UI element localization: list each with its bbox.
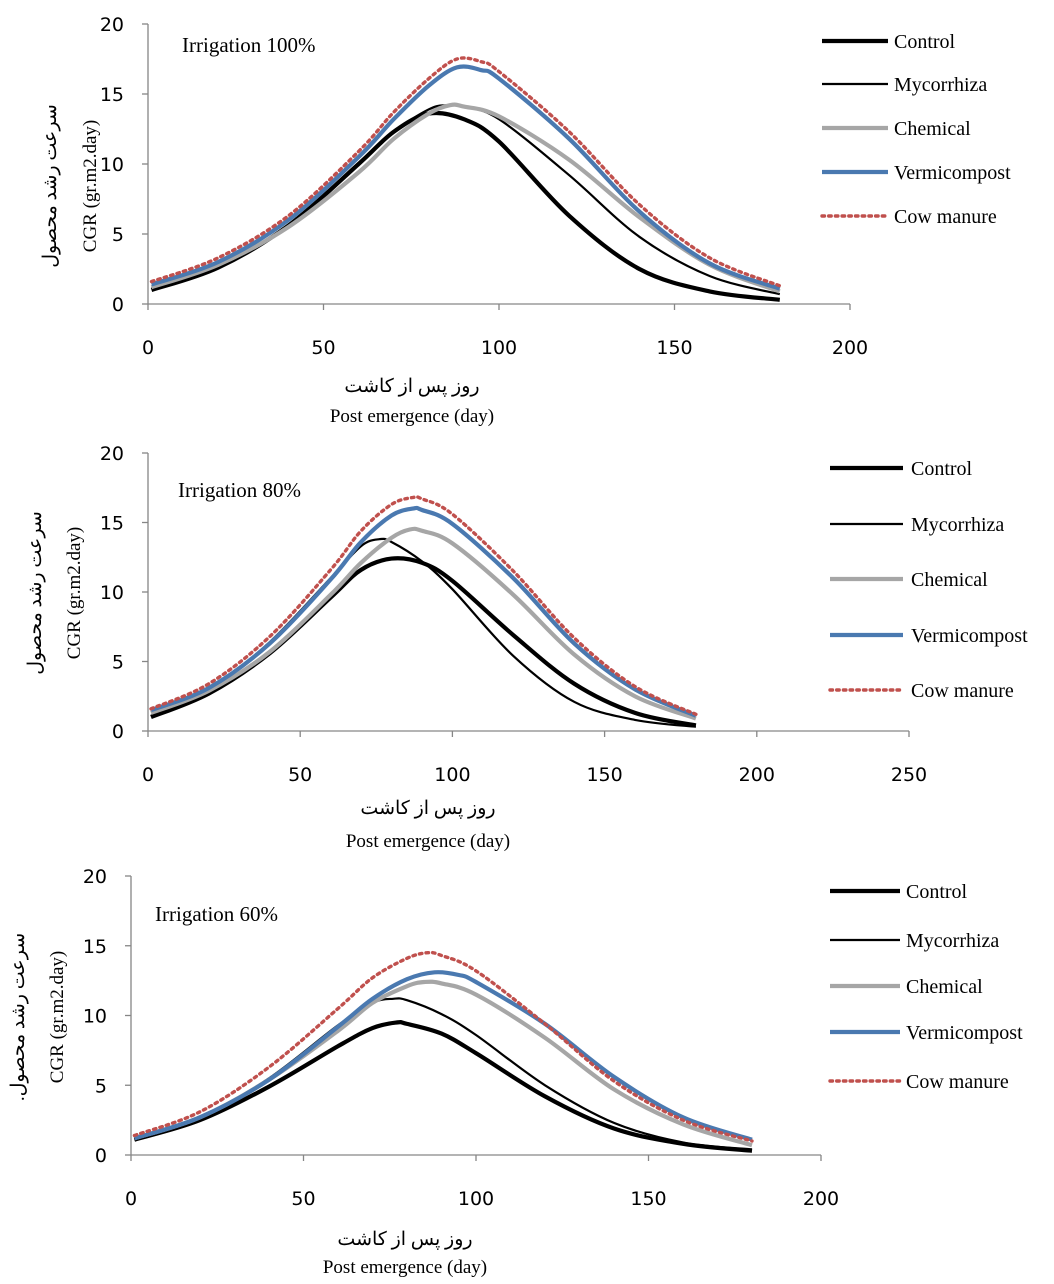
y-tick-label: 15 <box>100 84 124 106</box>
series-line-vermicompost <box>133 970 753 1142</box>
x-tick-label: 200 <box>803 1188 839 1210</box>
legend-label: Mycorrhiza <box>894 74 987 96</box>
y-tick-label: 20 <box>100 443 124 465</box>
y-tick-label: 15 <box>100 513 124 535</box>
x-tick-label: 0 <box>125 1188 137 1210</box>
y-tick-label: 15 <box>83 936 107 958</box>
legend-label: Control <box>911 458 973 480</box>
x-tick-label: 250 <box>891 764 927 786</box>
y-tick-label: 5 <box>112 652 124 674</box>
y-axis-label: CGR (gr.m2.day) <box>64 527 85 659</box>
x-tick-label: 200 <box>739 764 775 786</box>
x-tick-label: 50 <box>291 1188 315 1210</box>
x-tick-label: 200 <box>832 337 868 359</box>
series-line-control <box>133 1020 753 1153</box>
x-tick-label: 100 <box>458 1188 494 1210</box>
legend-label: Vermicompost <box>911 625 1028 647</box>
series-line-chemical <box>133 979 753 1148</box>
x-tick-label: 50 <box>288 764 312 786</box>
legend-label: Vermicompost <box>906 1022 1023 1044</box>
series-line-cow-manure <box>149 56 782 288</box>
chart-title: Irrigation 100% <box>182 33 316 57</box>
x-axis-label-persian: روز پس از کاشت <box>360 798 495 819</box>
y-tick-label: 20 <box>83 866 107 888</box>
y-tick-label: 5 <box>112 224 124 246</box>
legend-label: Cow manure <box>911 680 1014 702</box>
legend-label: Chemical <box>894 118 971 140</box>
series-line-mycorrhiza <box>151 103 781 296</box>
series-line-cow-manure <box>149 495 698 716</box>
y-tick-label: 20 <box>100 14 124 36</box>
x-axis-label-persian: روز پس از کاشت <box>337 1229 472 1250</box>
x-axis-label: Post emergence (day) <box>346 831 510 852</box>
legend-label: Cow manure <box>894 206 997 228</box>
series-line-mycorrhiza <box>134 997 753 1151</box>
series-line-chemical <box>150 526 697 721</box>
x-tick-label: 0 <box>142 764 154 786</box>
x-tick-label: 150 <box>656 337 692 359</box>
y-axis-label: CGR (gr.m2.day) <box>47 951 68 1083</box>
y-axis-label-persian: سرعت رشد محصول. <box>8 933 29 1101</box>
x-tick-label: 50 <box>311 337 335 359</box>
series-line-cow-manure <box>132 950 754 1143</box>
legend: Control Mycorrhiza Chemical Vermicompost Cow… <box>820 31 1011 228</box>
legend: Control Mycorrhiza Chemical Vermicompost Cow… <box>828 458 1028 702</box>
y-tick-label: 0 <box>112 294 124 316</box>
x-axis-label: Post emergence (day) <box>323 1257 487 1278</box>
series-line-mycorrhiza <box>150 537 697 728</box>
legend-label: Control <box>894 31 956 53</box>
y-axis-label-persian: سرعت رشد محصول <box>40 104 61 268</box>
legend-label: Cow manure <box>906 1071 1009 1093</box>
y-tick-label: 10 <box>100 582 124 604</box>
y-axis-label: CGR (gr.m2.day) <box>80 120 101 252</box>
legend-label: Mycorrhiza <box>911 514 1004 536</box>
y-tick-label: 10 <box>100 154 124 176</box>
series-line-control <box>150 110 781 302</box>
y-axis-label-persian: سرعت رشد محصول <box>25 511 46 675</box>
y-tick-label: 5 <box>95 1075 107 1097</box>
x-tick-label: 100 <box>434 764 470 786</box>
x-axis-label-persian: روز پس از کاشت <box>344 376 479 397</box>
chart-title: Irrigation 80% <box>178 478 301 502</box>
chart-title: Irrigation 60% <box>155 902 278 926</box>
legend-label: Chemical <box>911 569 988 591</box>
y-tick-label: 0 <box>112 721 124 743</box>
series-line-control <box>150 556 697 728</box>
x-tick-label: 150 <box>630 1188 666 1210</box>
legend: Control Mycorrhiza Chemical Vermicompost Cow… <box>828 881 1023 1093</box>
legend-label: Vermicompost <box>894 162 1011 184</box>
series-line-vermicompost <box>150 505 697 718</box>
x-tick-label: 150 <box>586 764 622 786</box>
y-tick-label: 0 <box>95 1145 107 1167</box>
legend-label: Chemical <box>906 976 983 998</box>
x-tick-label: 0 <box>142 337 154 359</box>
series-line-chemical <box>150 102 781 294</box>
x-tick-label: 100 <box>481 337 517 359</box>
y-tick-label: 10 <box>83 1006 107 1028</box>
series-line-vermicompost <box>150 64 781 291</box>
legend-label: Mycorrhiza <box>906 930 999 952</box>
x-axis-label: Post emergence (day) <box>330 406 494 427</box>
legend-label: Control <box>906 881 968 903</box>
